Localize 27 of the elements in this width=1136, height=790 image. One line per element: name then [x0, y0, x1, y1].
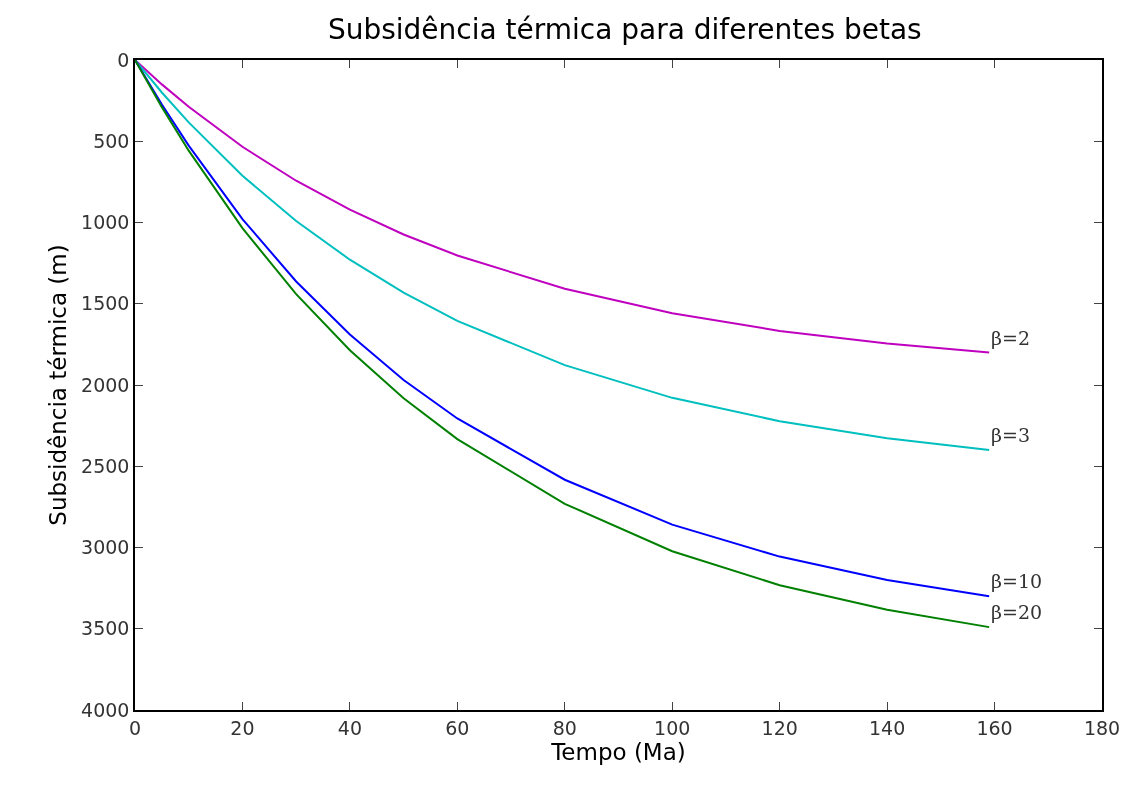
x-tick-label: 20 — [230, 716, 255, 739]
y-tick-label: 1500 — [81, 292, 130, 315]
y-tick-label: 2500 — [81, 454, 130, 477]
y-tick-label: 4000 — [81, 698, 130, 721]
x-tick-label: 160 — [976, 716, 1013, 739]
x-tick-label: 180 — [1083, 716, 1121, 739]
x-tick-label: 40 — [337, 716, 362, 739]
x-tick-label: 120 — [761, 716, 798, 739]
x-tick-label: 80 — [552, 716, 577, 739]
x-tick-label: 140 — [868, 716, 906, 739]
y-tick-label: 2000 — [81, 373, 130, 396]
line-series — [135, 60, 991, 451]
x-tick-label: 60 — [445, 716, 470, 739]
series-label: β=2 — [991, 327, 1030, 349]
series-label: β=3 — [991, 424, 1030, 446]
x-tick-label: 100 — [654, 716, 691, 739]
x-axis-title: Tempo (Ma) — [550, 738, 686, 765]
series-label: β=10 — [991, 570, 1043, 592]
y-tick-label: 3500 — [81, 617, 130, 640]
y-tick-label: 500 — [93, 129, 130, 152]
series-label: β=20 — [991, 601, 1043, 623]
y-tick-label: 1000 — [81, 211, 130, 234]
y-tick-label: 0 — [117, 48, 130, 71]
y-axis-title: Subsidência térmica (m) — [45, 244, 72, 526]
y-tick-label: 3000 — [81, 536, 130, 559]
chart-title: Subsidência térmica para diferentes betas — [327, 13, 922, 47]
line-series — [135, 60, 991, 354]
